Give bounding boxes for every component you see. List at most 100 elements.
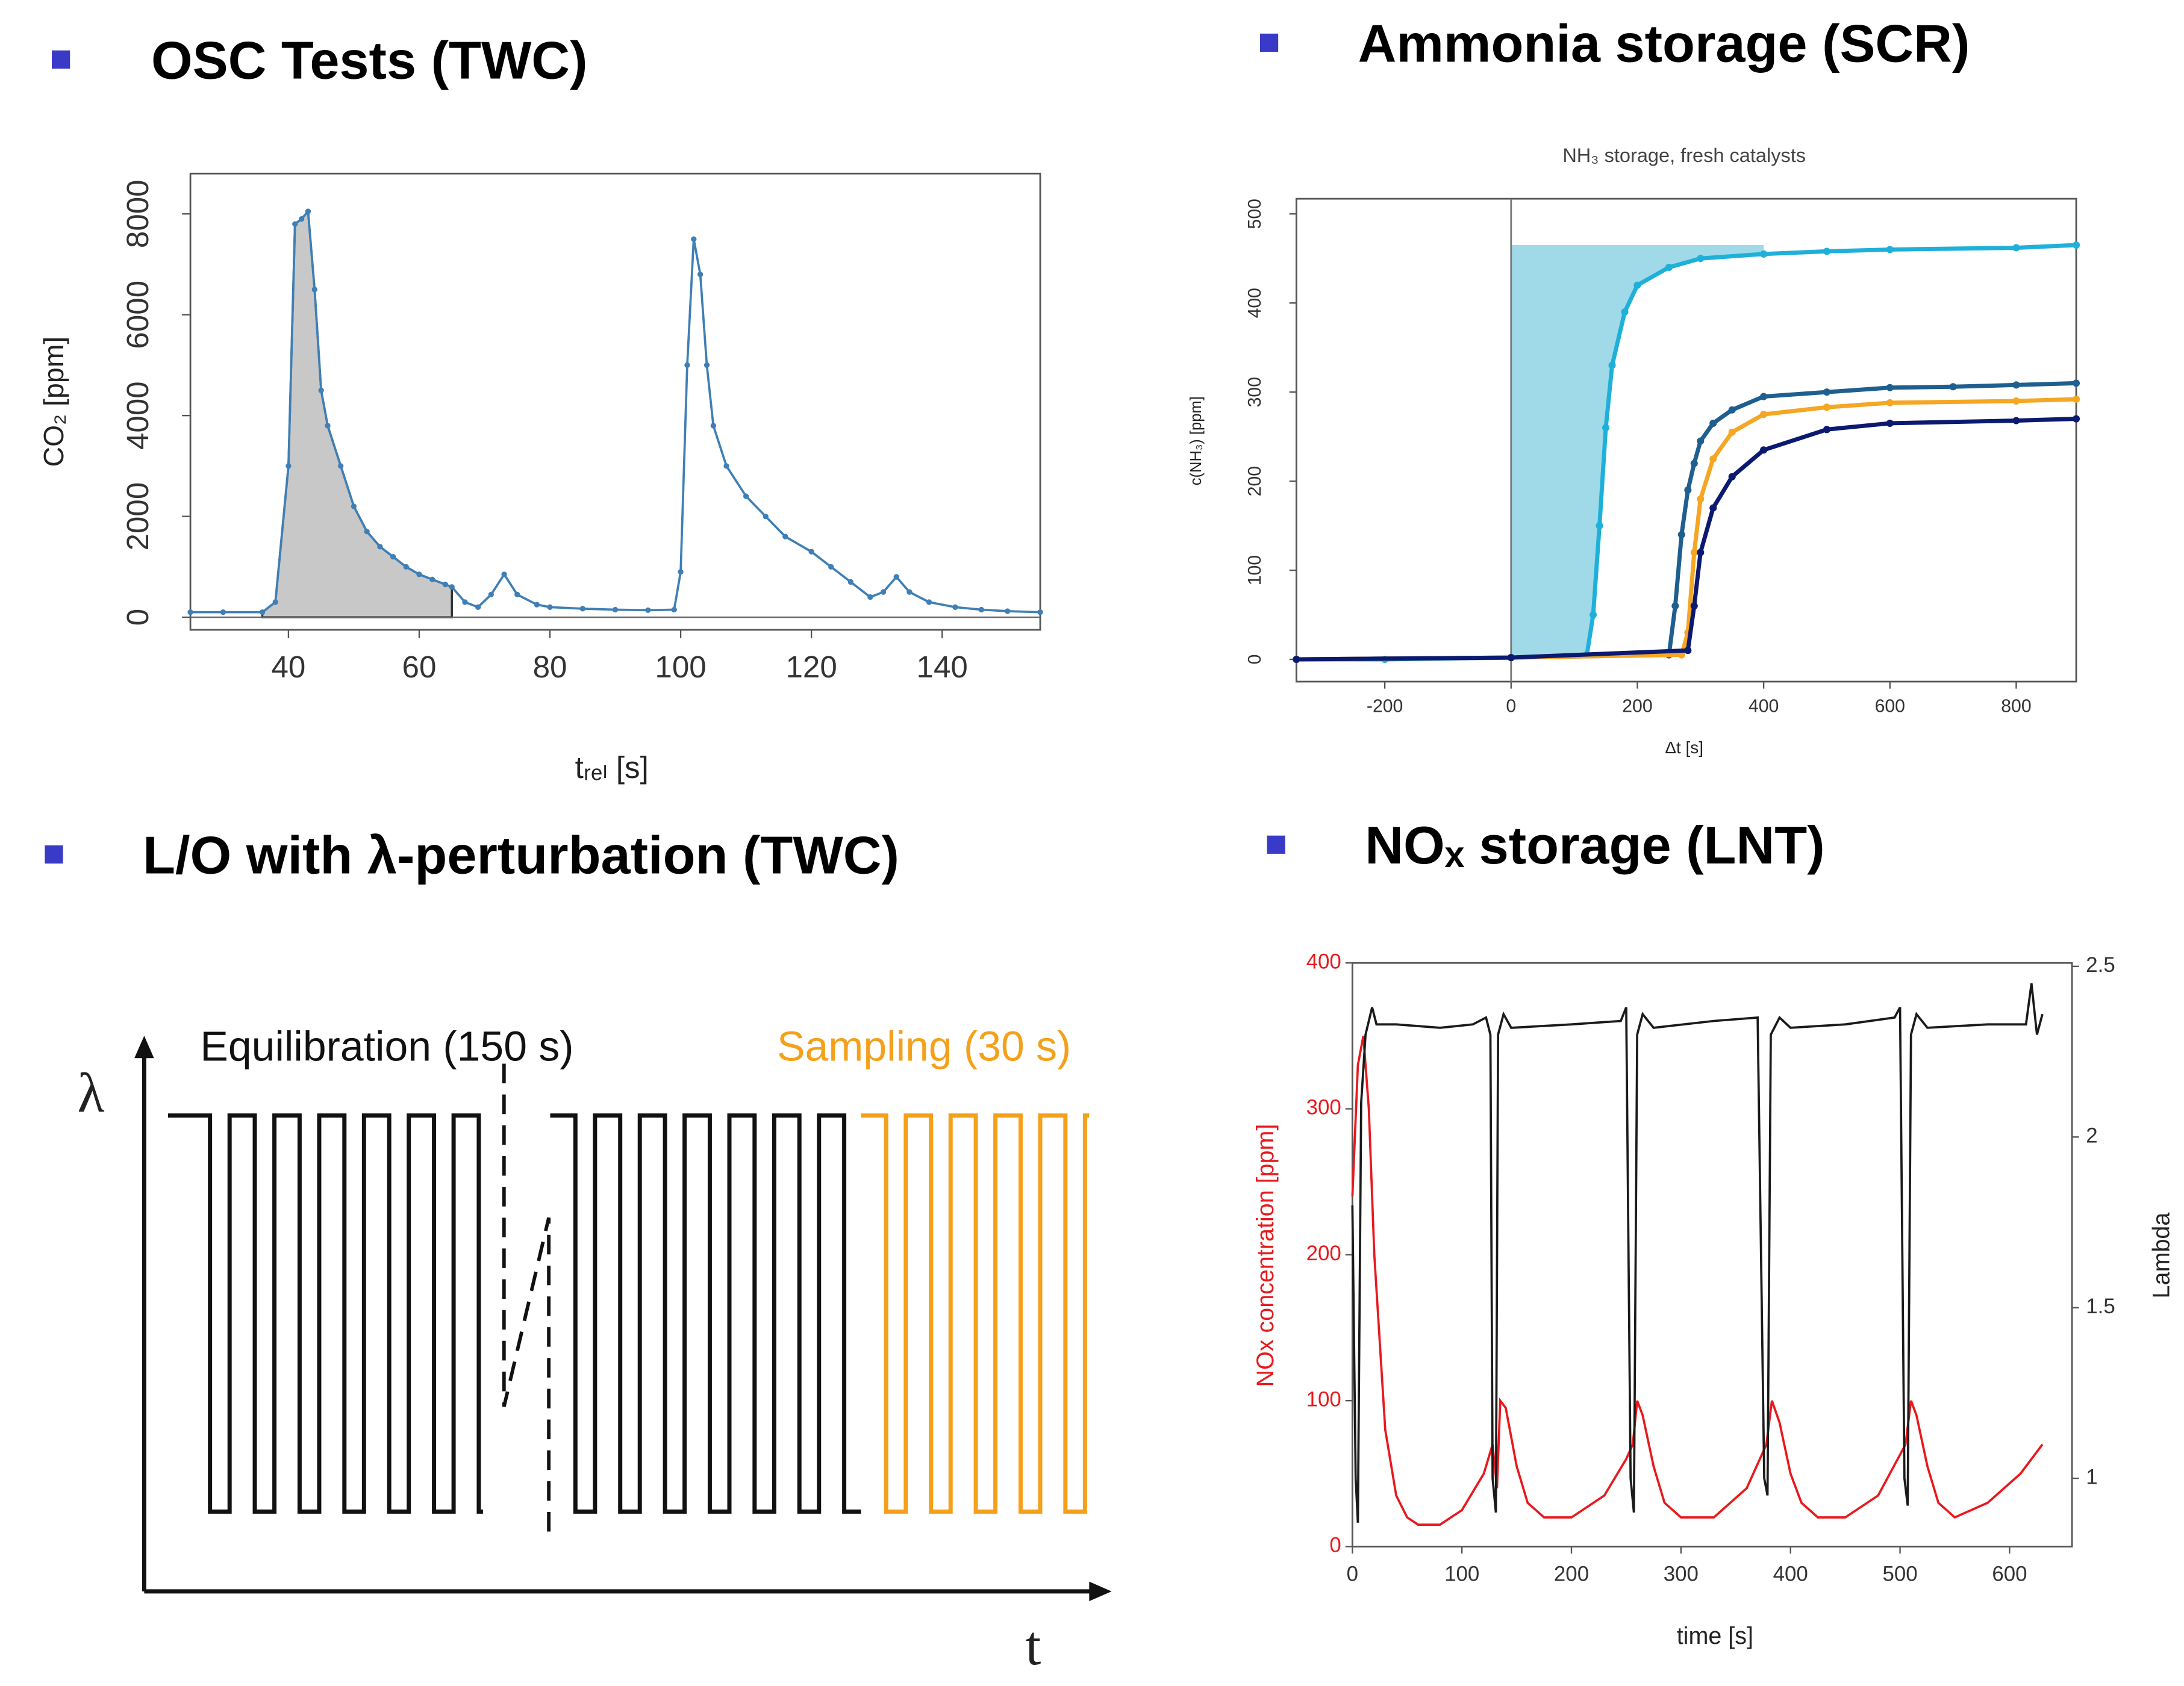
series-point xyxy=(462,599,468,605)
y-tick-label: 300 xyxy=(1306,1096,1341,1119)
series-point xyxy=(318,387,324,393)
series-point xyxy=(1507,654,1515,662)
series-point xyxy=(1823,388,1830,396)
x-tick-label: 600 xyxy=(1875,697,1905,717)
series-line xyxy=(1351,983,2044,1523)
y2-tick-label: 2.5 xyxy=(2086,953,2115,977)
series-point xyxy=(1949,383,1957,391)
series-point xyxy=(403,564,409,570)
y-tick-label: 400 xyxy=(1306,950,1341,973)
x-tick-label: 60 xyxy=(402,650,437,684)
series-point xyxy=(2012,397,2020,405)
series-point xyxy=(1728,473,1736,481)
x-tick-label: 800 xyxy=(2001,697,2031,717)
y-axis-label: CO₂ [ppm] xyxy=(38,337,69,467)
y-tick-label: 4000 xyxy=(120,381,155,450)
series-point xyxy=(906,589,913,595)
series-point xyxy=(514,591,520,598)
heading: NOₓ storage (LNT) xyxy=(1365,815,1824,875)
y-tick-label: 100 xyxy=(1306,1387,1341,1411)
series-point xyxy=(723,463,729,469)
y-axis-label: c(NH₃) [ppm] xyxy=(1188,396,1205,485)
y-tick-label: 100 xyxy=(1245,555,1265,585)
x-tick-label: 600 xyxy=(1992,1562,2027,1585)
y-axis-label: λ xyxy=(78,1062,105,1124)
series-point xyxy=(704,362,710,369)
x-tick-label: 100 xyxy=(1444,1562,1479,1585)
y-tick-label: 400 xyxy=(1245,288,1265,318)
bullet xyxy=(1259,33,1279,52)
heading: Ammonia storage (SCR) xyxy=(1358,13,1970,73)
square-wave-sampling xyxy=(861,1113,1090,1514)
series-point xyxy=(1728,406,1736,414)
x-tick-label: 100 xyxy=(655,650,706,684)
x-tick-label: 400 xyxy=(1749,697,1779,717)
series-point xyxy=(325,423,331,429)
series-point xyxy=(2072,379,2080,387)
series-point xyxy=(1823,403,1830,411)
y-tick-label: 200 xyxy=(1306,1242,1341,1265)
x-axis-label: Δt [s] xyxy=(1665,738,1703,757)
storage-area xyxy=(1511,245,1764,660)
y2-tick-label: 2 xyxy=(2086,1124,2097,1147)
x-tick-label: 0 xyxy=(1347,1562,1358,1585)
series-point xyxy=(1602,424,1610,432)
series-point xyxy=(952,604,958,610)
y-tick-label: 2000 xyxy=(120,482,155,551)
series-point xyxy=(1608,361,1616,369)
y-tick-label: 500 xyxy=(1245,199,1265,229)
series-line xyxy=(190,208,1041,614)
series-point xyxy=(1684,486,1692,494)
arrow-head xyxy=(134,1036,154,1059)
series-point xyxy=(1760,250,1768,258)
series-point xyxy=(311,287,317,293)
y-tick-label: 200 xyxy=(1245,466,1265,496)
series-point xyxy=(292,221,298,227)
series-point xyxy=(1728,428,1736,436)
x-tick-label: 140 xyxy=(917,650,968,684)
y-tick-label: 6000 xyxy=(120,281,155,349)
series-point xyxy=(449,584,455,590)
series-point xyxy=(1671,602,1679,610)
heading: OSC Tests (TWC) xyxy=(151,30,587,90)
y-tick-label: 0 xyxy=(120,609,155,626)
series-point xyxy=(1886,419,1894,427)
square-wave xyxy=(167,1113,483,1514)
series-point xyxy=(678,569,684,575)
series-point xyxy=(697,272,704,278)
series-point xyxy=(534,602,540,608)
series-point xyxy=(1293,655,1300,664)
y2-tick-label: 1 xyxy=(2086,1465,2097,1488)
series-point xyxy=(691,236,697,242)
series-point xyxy=(1709,455,1717,463)
series-point xyxy=(763,513,769,520)
series-point xyxy=(1886,399,1894,406)
series-point xyxy=(1677,530,1685,538)
series-point xyxy=(377,544,383,550)
x-tick-label: 80 xyxy=(533,650,567,684)
chart-subtitle: NH₃ storage, fresh catalysts xyxy=(1562,145,1806,166)
series-point xyxy=(684,362,690,369)
series-point xyxy=(2072,241,2080,249)
series-point xyxy=(1677,651,1685,659)
series-point xyxy=(2012,381,2020,389)
series-point xyxy=(1590,611,1597,619)
series-point xyxy=(2072,415,2080,423)
series-point xyxy=(926,599,932,605)
series-point xyxy=(1690,602,1698,610)
arrow-head xyxy=(1089,1581,1112,1602)
series-point xyxy=(1823,247,1830,255)
series-point xyxy=(1633,281,1641,289)
series-point xyxy=(187,609,193,615)
series-point xyxy=(220,609,226,615)
y-tick-label: 0 xyxy=(1329,1534,1341,1557)
break-line xyxy=(502,1063,551,1540)
series-point xyxy=(259,609,266,615)
y-tick-label: 0 xyxy=(1245,655,1265,665)
series-point xyxy=(488,591,494,598)
x-tick-label: 500 xyxy=(1882,1562,1917,1585)
annotation: Sampling (30 s) xyxy=(777,1023,1071,1070)
series-point xyxy=(2012,417,2020,425)
series-point xyxy=(305,208,311,214)
